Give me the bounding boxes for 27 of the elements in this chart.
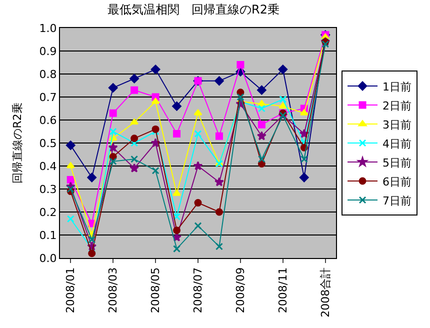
legend-label: 3日前 bbox=[382, 118, 412, 132]
x-tick-label: 2008/09 bbox=[234, 267, 248, 314]
legend-label: 6日前 bbox=[382, 175, 412, 188]
y-axis-title: 回帰直線のR2乗 bbox=[10, 102, 24, 184]
legend-label: 2日前 bbox=[382, 99, 412, 112]
legend-label: 7日前 bbox=[382, 194, 412, 208]
x-tick-label: 2008/05 bbox=[149, 267, 162, 314]
x-tick-label: 2008/07 bbox=[192, 267, 205, 314]
y-tick-label: 0.8 bbox=[39, 68, 57, 81]
legend-label: 5日前 bbox=[382, 156, 412, 170]
x-tick-label: 2008/01 bbox=[64, 267, 78, 314]
chart-title: 最低気温相関 回帰直線のR2乗 bbox=[108, 2, 280, 16]
x-tick-label: 2008/11 bbox=[276, 267, 290, 314]
x-tick-label: 2008/03 bbox=[106, 267, 120, 314]
y-tick-label: 0.7 bbox=[39, 90, 57, 104]
y-tick-label: 0.1 bbox=[39, 228, 57, 242]
y-tick-label: 0.6 bbox=[39, 114, 57, 127]
y-tick-label: 0.5 bbox=[39, 136, 57, 150]
y-tick-label: 1.0 bbox=[39, 22, 57, 35]
y-tick-label: 0.4 bbox=[39, 160, 57, 173]
x-tick-label: 2008合計 bbox=[318, 267, 332, 318]
y-tick-label: 0.9 bbox=[39, 44, 57, 58]
y-tick-label: 0.3 bbox=[39, 182, 57, 196]
y-tick-label: 0.2 bbox=[39, 206, 57, 219]
legend-label: 4日前 bbox=[382, 137, 412, 150]
legend-label: 1日前 bbox=[382, 80, 412, 94]
y-tick-label: 0.0 bbox=[39, 252, 57, 265]
